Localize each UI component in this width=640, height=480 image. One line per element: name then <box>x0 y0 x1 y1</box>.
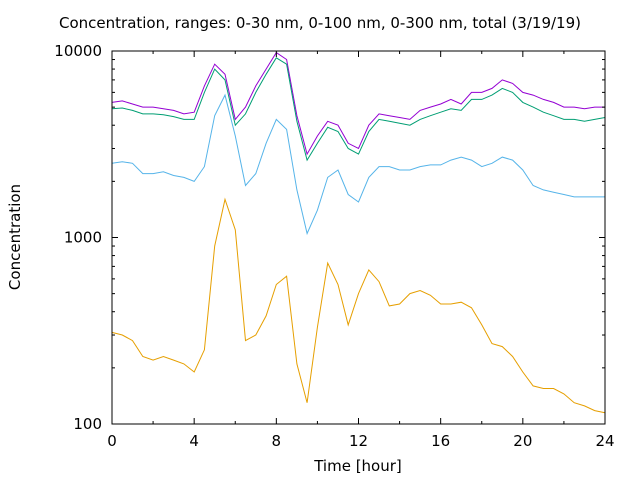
x-tick-label: 4 <box>189 432 199 450</box>
x-axis-label: Time [hour] <box>313 457 402 475</box>
x-tick-label: 20 <box>513 432 532 450</box>
plot-frame <box>111 50 606 425</box>
x-tick-label: 24 <box>595 432 614 450</box>
series-line-1 <box>111 51 605 156</box>
y-tick-label: 100 <box>73 415 102 433</box>
x-tick-label: 12 <box>349 432 368 450</box>
y-ticks: 100 1000 10000 <box>54 42 605 433</box>
series-layer <box>111 51 606 414</box>
x-ticks: 0 4 8 12 16 20 24 <box>107 51 615 450</box>
y-tick-label: 10000 <box>54 42 102 60</box>
x-tick-label: 16 <box>431 432 450 450</box>
x-tick-label: 0 <box>107 432 117 450</box>
series-line-2 <box>111 57 606 162</box>
x-tick-label: 8 <box>272 432 282 450</box>
y-axis-label: Concentration <box>6 184 24 290</box>
y-tick-label: 1000 <box>64 229 102 247</box>
series-line-3 <box>111 93 605 236</box>
chart-title: Concentration, ranges: 0-30 nm, 0-100 nm… <box>59 14 581 32</box>
series-line-4 <box>111 197 606 414</box>
